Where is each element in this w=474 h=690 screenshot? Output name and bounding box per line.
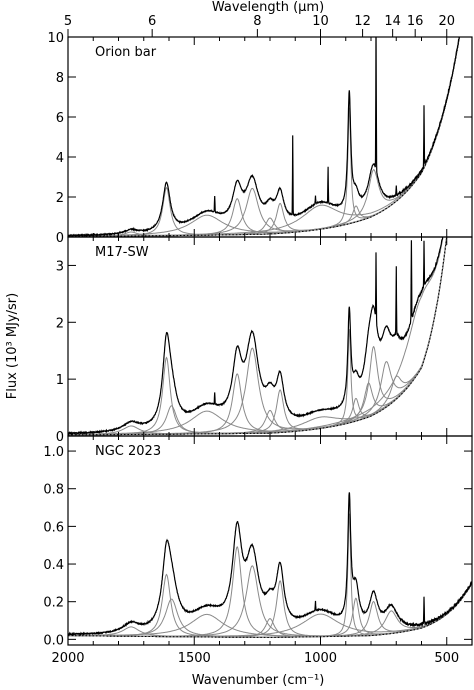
y-tick-label: 10 xyxy=(47,31,64,46)
component-curve-2 xyxy=(68,37,460,237)
x-axis-title: Wavenumber (cm⁻¹) xyxy=(192,673,325,688)
component-curve-7 xyxy=(68,237,448,436)
wavelength-tick-label: 5 xyxy=(64,14,72,29)
wavenumber-tick-label: 500 xyxy=(434,651,459,666)
wavenumber-tick-label: 1000 xyxy=(304,651,337,666)
top-axis-title: Wavelength (μm) xyxy=(212,0,324,15)
panel-plot-area xyxy=(68,37,460,237)
component-curve-5 xyxy=(68,37,460,237)
wavelength-tick-label: 12 xyxy=(354,14,371,29)
component-curve-3 xyxy=(68,237,448,436)
component-curve-9 xyxy=(68,237,448,436)
component-curve-1 xyxy=(68,237,448,436)
wavelength-tick-label: 6 xyxy=(148,14,156,29)
component-curve-6 xyxy=(68,37,460,237)
panel-plot-area xyxy=(68,237,448,436)
y-tick-label: 0.0 xyxy=(43,633,64,648)
component-curve-10 xyxy=(68,37,460,237)
component-curve-0 xyxy=(68,37,460,237)
component-curve-11 xyxy=(68,237,448,436)
component-curve-1 xyxy=(68,37,460,237)
bottom-wavenumber-axis: 2000 1500 1000 500 xyxy=(51,651,459,666)
y-tick-label: 1.0 xyxy=(43,445,64,460)
component-curve-2 xyxy=(68,237,448,435)
top-wavelength-axis: 5 6 8 10 12 14 16 20 xyxy=(64,14,455,37)
y-tick-label: 8 xyxy=(56,71,64,86)
panel-plot-area xyxy=(68,492,472,638)
y-tick-label: 2 xyxy=(56,316,64,331)
y-tick-label: 3 xyxy=(56,259,64,274)
y-tick-label: 0.8 xyxy=(43,483,64,498)
component-curve-6 xyxy=(68,237,448,436)
component-curve-9 xyxy=(68,37,460,237)
y-tick-label: 0.2 xyxy=(43,596,64,611)
observed-spectrum xyxy=(68,37,460,237)
y-tick-label: 1 xyxy=(56,373,64,388)
panel-label: M17-SW xyxy=(95,245,149,260)
component-curve-4 xyxy=(68,37,460,237)
component-curve-10 xyxy=(68,237,448,436)
component-curve-10 xyxy=(68,582,472,638)
panel-frame xyxy=(67,36,473,238)
wavelength-tick-label: 16 xyxy=(407,14,424,29)
component-curve-13 xyxy=(68,237,448,436)
wavelength-tick-label: 20 xyxy=(438,14,455,29)
component-curve-12 xyxy=(68,237,448,436)
component-curve-3 xyxy=(68,37,460,237)
panel-frame xyxy=(67,435,473,646)
wavelength-tick-label: 14 xyxy=(384,14,401,29)
component-curve-14 xyxy=(68,237,444,436)
observed-spectrum xyxy=(68,237,444,436)
component-curve-7 xyxy=(68,37,460,237)
continuum-curve xyxy=(68,582,472,638)
continuum-curve xyxy=(68,37,460,237)
y-tick-label: 0.4 xyxy=(43,558,64,573)
y-tick-label: 0 xyxy=(56,231,64,246)
panel-0: 0 2 4 6 8 10 Orion bar xyxy=(47,31,473,246)
component-curve-15 xyxy=(68,237,448,436)
wavelength-tick-label: 8 xyxy=(253,14,261,29)
component-curve-8 xyxy=(68,237,448,436)
wavenumber-tick-label: 2000 xyxy=(51,651,84,666)
y-axis-title: Flux (10³ MJy/sr) xyxy=(5,293,20,399)
y-tick-label: 6 xyxy=(56,111,64,126)
panel-2: 0.0 0.2 0.4 0.6 0.8 1.0 NGC 2023 xyxy=(43,435,473,648)
component-curve-4 xyxy=(68,237,448,436)
y-tick-label: 4 xyxy=(56,151,64,166)
y-tick-label: 0 xyxy=(56,430,64,445)
wavelength-tick-label: 10 xyxy=(312,14,329,29)
continuum-curve xyxy=(68,237,448,436)
panel-1: 0 1 2 3 M17-SW xyxy=(56,236,473,445)
observed-spectrum xyxy=(68,492,472,637)
component-curve-5 xyxy=(68,237,448,436)
panel-label: NGC 2023 xyxy=(95,444,161,459)
y-tick-label: 0.6 xyxy=(43,520,64,535)
panel-label: Orion bar xyxy=(95,45,157,60)
component-curve-8 xyxy=(68,37,460,237)
wavenumber-tick-label: 1500 xyxy=(178,651,211,666)
component-curve-0 xyxy=(68,237,448,436)
y-tick-label: 2 xyxy=(56,191,64,206)
